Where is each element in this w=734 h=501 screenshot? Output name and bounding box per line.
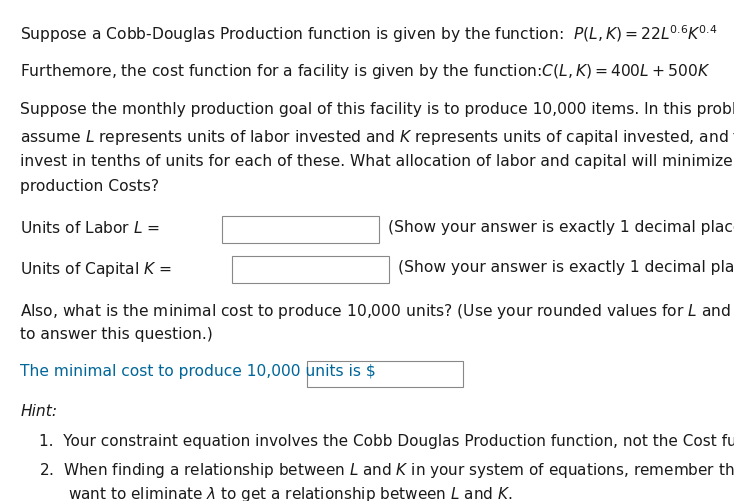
Text: 2.  When finding a relationship between $L$ and $K$ in your system of equations,: 2. When finding a relationship between $… xyxy=(39,459,734,478)
Text: Units of Capital $K$ =: Units of Capital $K$ = xyxy=(21,260,172,278)
Text: (Show your answer is exactly 1 decimal place): (Show your answer is exactly 1 decimal p… xyxy=(388,219,734,234)
Text: assume $L$ represents units of labor invested and $K$ represents units of capita: assume $L$ represents units of labor inv… xyxy=(21,128,734,147)
Text: Suppose a Cobb-Douglas Production function is given by the function:  $P(L, K) =: Suppose a Cobb-Douglas Production functi… xyxy=(21,24,718,45)
Text: Furthemore, the cost function for a facility is given by the function:$C(L, K) =: Furthemore, the cost function for a faci… xyxy=(21,62,711,81)
FancyBboxPatch shape xyxy=(222,216,379,243)
FancyBboxPatch shape xyxy=(308,361,463,387)
Text: invest in tenths of units for each of these. What allocation of labor and capita: invest in tenths of units for each of th… xyxy=(21,153,734,168)
Text: to answer this question.): to answer this question.) xyxy=(21,327,213,342)
Text: 1.  Your constraint equation involves the Cobb Douglas Production function, not : 1. Your constraint equation involves the… xyxy=(39,433,734,448)
Text: Units of Labor $L$ =: Units of Labor $L$ = xyxy=(21,219,161,235)
FancyBboxPatch shape xyxy=(233,257,388,284)
Text: (Show your answer is exactly 1 decimal place): (Show your answer is exactly 1 decimal p… xyxy=(398,260,734,275)
Text: want to eliminate $\lambda$ to get a relationship between $L$ and $K$.: want to eliminate $\lambda$ to get a rel… xyxy=(68,484,512,501)
Text: Also, what is the minimal cost to produce 10,000 units? (Use your rounded values: Also, what is the minimal cost to produc… xyxy=(21,301,734,320)
Text: Suppose the monthly production goal of this facility is to produce 10,000 items.: Suppose the monthly production goal of t… xyxy=(21,102,734,117)
Text: Hint:: Hint: xyxy=(21,404,57,419)
Text: production Costs?: production Costs? xyxy=(21,179,159,194)
Text: The minimal cost to produce 10,000 units is $: The minimal cost to produce 10,000 units… xyxy=(21,363,376,378)
